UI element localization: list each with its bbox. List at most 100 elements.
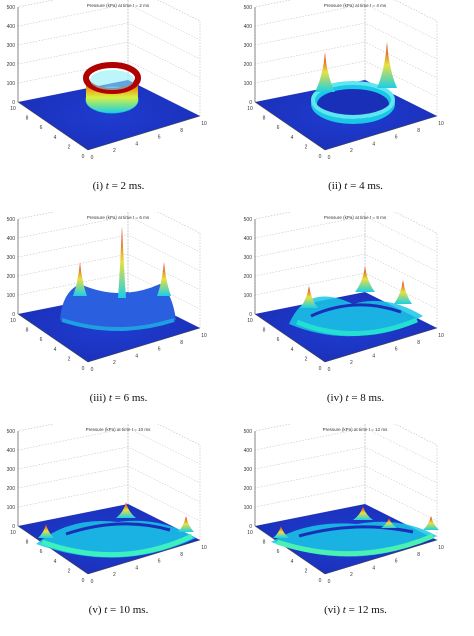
x-tick-label: 8 [26, 116, 29, 122]
plot-title: Pressure (kPa) at time t = 2 ms [87, 3, 150, 8]
grid-line [17, 446, 201, 484]
x-tick-label: 10 [10, 318, 16, 324]
grid-line [254, 427, 438, 465]
figure-panel-v: Pressure (kPa) at time t = 10 ms 500 400 3… [0, 424, 237, 636]
z-tick-label: 100 [244, 505, 253, 511]
grid-line [17, 41, 201, 79]
figure-panel-vi: Pressure (kPa) at time t = 12 ms 500 400 3… [237, 424, 474, 636]
axes-box [254, 0, 438, 151]
grid-line [254, 3, 438, 41]
caption-variable: t [108, 392, 112, 404]
x-tick-label: 4 [291, 135, 294, 141]
y-tick-label: 0 [328, 155, 331, 161]
pressure-surface [311, 42, 397, 124]
grid-line [254, 234, 438, 272]
y-tick-label: 6 [158, 347, 161, 353]
x-axis [17, 525, 89, 575]
y-tick-label: 6 [158, 559, 161, 565]
y-tick-label: 6 [158, 135, 161, 141]
x-tick-label: 8 [263, 540, 266, 546]
wave-crest [296, 317, 418, 336]
z-tick-label: 200 [244, 62, 253, 68]
z-tick-label: 500 [7, 217, 16, 223]
y-tick-label: 2 [350, 360, 353, 366]
z-tick-label: 300 [7, 255, 16, 261]
x-tick-label: 6 [40, 125, 43, 131]
pressure-surface [83, 62, 141, 114]
y-tick-label: 10 [201, 545, 207, 551]
y-tick-label: 4 [372, 565, 375, 571]
caption-variable: t [344, 180, 348, 192]
axes-box [17, 212, 201, 363]
x-tick-label: 6 [277, 125, 280, 131]
ring-crest [311, 81, 395, 119]
caption-value: = 4 ms. [347, 180, 383, 192]
x-axis [254, 101, 326, 151]
panel-caption: (iv) t = 8 ms. [237, 392, 474, 404]
y-tick-label: 2 [113, 572, 116, 578]
z-tick-label: 400 [7, 236, 16, 242]
x-axis [17, 313, 89, 363]
pressure-spike [118, 226, 126, 298]
axes-box [17, 0, 201, 151]
y-tick-label: 2 [113, 360, 116, 366]
z-tick-label: 100 [244, 293, 253, 299]
pressure-spike [157, 262, 171, 296]
x-tick-label: 10 [10, 530, 16, 536]
x-tick-label: 6 [40, 549, 43, 555]
grid-line [254, 253, 438, 291]
z-tick-label: 100 [7, 81, 16, 87]
panel-caption: (vi) t = 12 ms. [237, 604, 474, 616]
figure-panel-ii: Pressure (kPa) at time t = 4 ms 500 400 30… [237, 0, 474, 212]
caption-value: = 12 ms. [345, 604, 387, 616]
y-tick-label: 4 [372, 353, 375, 359]
z-tick-label: 0 [12, 100, 15, 106]
x-tick-label: 10 [10, 106, 16, 112]
x-tick-label: 6 [40, 337, 43, 343]
y-tick-label: 8 [417, 552, 420, 558]
surface-floor [18, 80, 200, 150]
y-tick-label: 4 [135, 141, 138, 147]
z-tick-label: 400 [7, 24, 16, 30]
panel-caption: (ii) t = 4 ms. [237, 180, 474, 192]
x-axis [17, 101, 89, 151]
grid-line [254, 41, 438, 79]
z-tick-label: 0 [12, 312, 15, 318]
figure-panel-iv: Pressure (kPa) at time t = 8 ms 500 400 30… [237, 212, 474, 424]
x-tick-label: 10 [247, 530, 253, 536]
wave-front [289, 296, 423, 337]
y-tick-label: 0 [328, 367, 331, 373]
x-axis [254, 525, 326, 575]
x-tick-label: 4 [54, 559, 57, 565]
z-tick-label: 500 [7, 429, 16, 435]
y-axis [324, 115, 438, 151]
axes-box [254, 212, 438, 363]
surface-plot: Pressure (kPa) at time t = 4 ms 50040030… [244, 0, 444, 161]
grid-line [17, 427, 201, 465]
plot-title: Pressure (kPa) at time t = 8 ms [324, 215, 387, 220]
x-tick-label: 2 [305, 568, 308, 574]
surface-plot: Pressure (kPa) at time t = 2 ms 50040030… [7, 0, 207, 161]
caption-label: (ii) [328, 180, 345, 192]
caption-variable: t [345, 392, 349, 404]
x-tick-label: 10 [247, 318, 253, 324]
z-tick-label: 400 [244, 236, 253, 242]
ring-wall [86, 78, 138, 113]
x-tick-label: 6 [277, 549, 280, 555]
plot-title: Pressure (kPa) at time t = 6 ms [87, 215, 150, 220]
ring-crest [83, 62, 141, 94]
pressure-spike [355, 266, 375, 292]
grid-line [17, 3, 201, 41]
y-tick-label: 0 [328, 579, 331, 585]
caption-variable: t [104, 604, 108, 616]
pressure-spike [353, 506, 373, 520]
caption-value: = 6 ms. [111, 392, 148, 404]
z-tick-label: 500 [244, 429, 253, 435]
wave-trough [298, 525, 414, 538]
x-tick-label: 6 [277, 337, 280, 343]
x-tick-label: 0 [319, 366, 322, 372]
wave-crest [41, 533, 194, 558]
z-tick-label: 200 [7, 62, 16, 68]
z-tick-label: 300 [7, 467, 16, 473]
